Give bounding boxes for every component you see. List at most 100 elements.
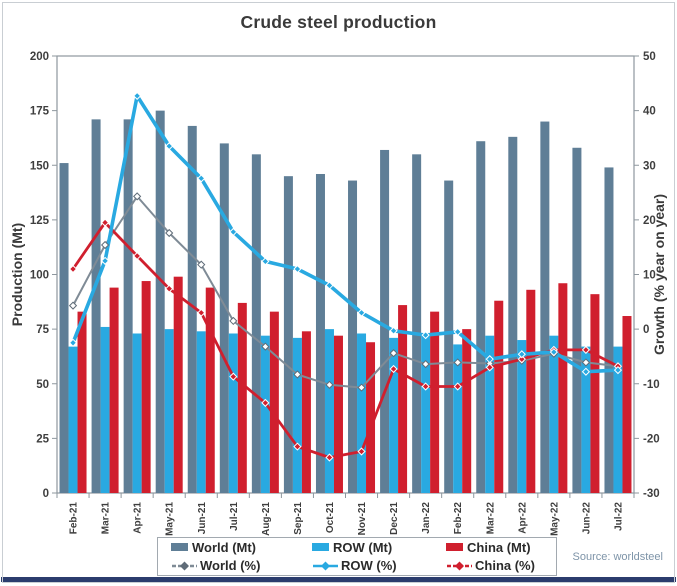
legend-label-row-pct: ROW (%) xyxy=(341,558,397,574)
bar-china-mt-aug-21 xyxy=(269,311,279,493)
legend-item-world-mt: World (Mt) xyxy=(171,540,312,555)
marker-row-pct-mar-22 xyxy=(485,355,494,364)
bar-row-mt-jun-21 xyxy=(196,331,206,493)
x-label-jun-22: Jun-22 xyxy=(581,502,592,535)
bar-world-mt-jan-22 xyxy=(412,154,422,493)
legend-item-row-pct: ROW (%) xyxy=(312,558,446,573)
bar-china-mt-feb-21 xyxy=(77,311,87,493)
legend-swatch-row-mt xyxy=(312,543,329,552)
marker-china-pct-jan-22 xyxy=(421,382,430,391)
bar-row-mt-apr-21 xyxy=(132,333,142,493)
bar-row-mt-aug-21 xyxy=(260,335,270,493)
marker-china-pct-dec-21 xyxy=(389,364,398,374)
bar-china-mt-apr-21 xyxy=(141,281,151,493)
marker-row-pct-mar-21 xyxy=(100,256,110,265)
svg-text:0: 0 xyxy=(643,324,649,336)
svg-text:25: 25 xyxy=(36,433,49,445)
marker-world-pct-jul-21 xyxy=(229,316,238,326)
legend-label-row-mt: ROW (Mt) xyxy=(333,539,393,555)
bar-row-mt-mar-22 xyxy=(485,335,495,493)
x-label-aug-21: Aug-21 xyxy=(261,502,272,536)
bar-row-mt-apr-22 xyxy=(517,340,527,493)
bar-china-mt-mar-22 xyxy=(494,300,504,493)
marker-row-pct-feb-22 xyxy=(453,327,462,336)
marker-china-pct-mar-22 xyxy=(485,363,494,372)
bar-world-mt-oct-21 xyxy=(315,173,325,494)
bar-row-mt-feb-21 xyxy=(68,346,78,493)
x-label-mar-22: Mar-22 xyxy=(485,502,496,535)
bar-row-mt-sep-21 xyxy=(292,337,302,493)
bar-row-mt-mar-21 xyxy=(100,326,110,493)
x-label-dec-21: Dec-21 xyxy=(389,502,400,535)
bar-world-mt-may-21 xyxy=(155,110,165,493)
marker-china-pct-sep-21 xyxy=(293,442,302,451)
marker-world-pct-feb-22 xyxy=(453,358,462,367)
marker-row-pct-may-21 xyxy=(165,142,174,151)
right-axis-title: Growth (% year on year) xyxy=(651,194,667,355)
bar-world-mt-feb-21 xyxy=(59,163,69,493)
bar-row-mt-jul-21 xyxy=(228,333,238,493)
bar-world-mt-nov-21 xyxy=(348,180,358,494)
x-label-feb-22: Feb-22 xyxy=(453,502,464,535)
bar-china-mt-may-22 xyxy=(558,283,568,493)
x-label-jul-22: Jul-22 xyxy=(613,502,624,531)
marker-row-pct-may-22 xyxy=(549,347,558,357)
marker-row-pct-sep-21 xyxy=(293,264,302,274)
legend: World (Mt) ROW (Mt) China (Mt) World (%) ROW… xyxy=(157,537,557,576)
bar-world-mt-mar-22 xyxy=(476,141,486,493)
line-china-pct xyxy=(71,221,619,459)
marker-china-pct-jul-21 xyxy=(229,372,238,381)
marker-china-pct-apr-22 xyxy=(517,355,526,364)
marker-world-pct-oct-21 xyxy=(325,380,334,389)
bar-china-mt-jul-22 xyxy=(622,316,632,493)
bar-china-mt-jul-21 xyxy=(237,302,247,493)
svg-text:-10: -10 xyxy=(643,379,660,391)
line-world-pct xyxy=(72,195,619,389)
legend-swatch-china-mt xyxy=(446,543,463,552)
bar-china-mt-mar-21 xyxy=(109,287,119,493)
bar-china-mt-sep-21 xyxy=(301,331,311,493)
bar-series-china-mt xyxy=(77,276,632,493)
x-label-jan-22: Jan-22 xyxy=(421,502,432,534)
bar-world-mt-apr-21 xyxy=(123,119,133,494)
marker-row-pct-apr-22 xyxy=(517,350,526,359)
marker-row-pct-jan-22 xyxy=(421,331,430,340)
svg-text:50: 50 xyxy=(643,51,656,63)
legend-label-world-pct: World (%) xyxy=(200,558,261,574)
marker-china-pct-jun-21 xyxy=(197,308,206,317)
svg-text:175: 175 xyxy=(30,106,50,118)
marker-world-pct-jan-22 xyxy=(421,359,430,369)
bar-world-mt-jul-21 xyxy=(219,143,229,493)
bar-china-mt-nov-21 xyxy=(366,342,376,493)
bar-row-mt-may-22 xyxy=(549,335,559,493)
svg-text:150: 150 xyxy=(30,160,49,172)
marker-china-pct-nov-21 xyxy=(357,447,366,456)
bar-world-mt-dec-21 xyxy=(380,149,390,493)
bar-china-mt-apr-22 xyxy=(526,289,536,493)
marker-row-pct-jun-22 xyxy=(581,367,591,376)
marker-china-pct-feb-21 xyxy=(68,264,78,274)
marker-row-pct-oct-21 xyxy=(325,281,334,290)
marker-row-pct-nov-21 xyxy=(357,308,366,317)
left-axis: 0 25 50 75 100 125 150 175 200 xyxy=(30,51,57,500)
legend-line-icon-row-pct xyxy=(313,561,338,571)
marker-row-pct-dec-21 xyxy=(389,326,398,335)
marker-row-pct-jul-21 xyxy=(229,227,238,236)
bar-world-mt-aug-21 xyxy=(251,154,261,493)
bar-china-mt-jan-22 xyxy=(430,311,440,493)
bar-china-mt-jun-21 xyxy=(205,287,215,493)
marker-row-pct-apr-21 xyxy=(133,91,142,100)
marker-china-pct-jun-22 xyxy=(581,345,591,354)
x-label-oct-21: Oct-21 xyxy=(325,502,336,534)
svg-text:10: 10 xyxy=(643,270,656,282)
marker-world-pct-apr-21 xyxy=(133,192,142,201)
marker-china-pct-feb-22 xyxy=(453,382,462,391)
bar-row-mt-jul-22 xyxy=(613,346,623,493)
bar-series-world-mt xyxy=(59,110,614,494)
x-label-jun-21: Jun-21 xyxy=(197,502,208,535)
marker-world-pct-feb-21 xyxy=(68,301,78,310)
bar-world-mt-apr-22 xyxy=(508,136,518,493)
bar-china-mt-jun-22 xyxy=(590,294,600,493)
